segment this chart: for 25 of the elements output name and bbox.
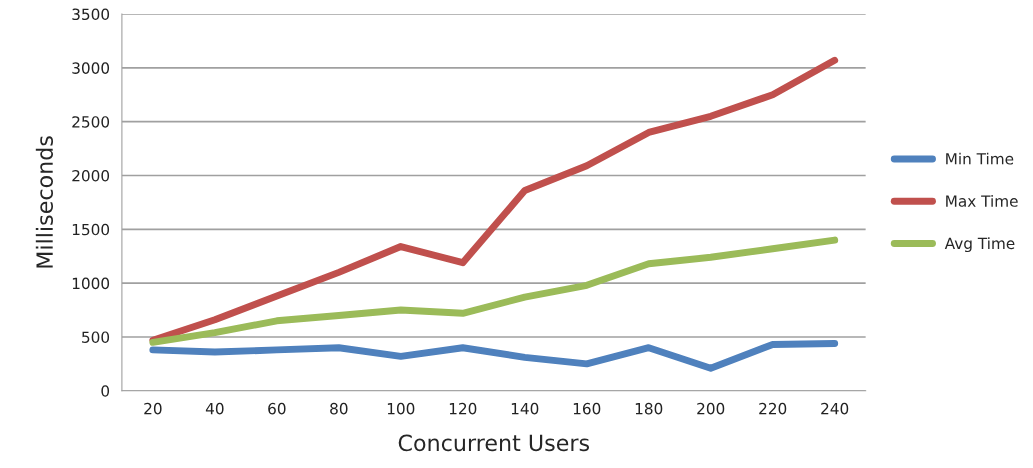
y-tick-label: 1000 (72, 277, 110, 290)
y-tick-label: 500 (82, 331, 110, 343)
x-tick-label: 80 (330, 402, 348, 415)
y-axis-title: Milliseconds (35, 136, 54, 268)
y-tick-label: 3000 (72, 62, 110, 74)
x-axis-title: Concurrent Users (398, 434, 590, 452)
x-tick-label: 40 (205, 402, 224, 415)
y-tick-label: 1500 (72, 223, 110, 236)
x-tick-label: 240 (821, 402, 849, 415)
x-tick-label: 180 (635, 402, 663, 415)
y-tick-label: 2500 (72, 116, 110, 128)
x-tick-label: 220 (759, 402, 787, 415)
x-tick-label: 100 (387, 402, 415, 415)
legend-label: Max Time (946, 195, 1018, 207)
y-tick-label: 3500 (72, 8, 110, 21)
x-tick-label: 140 (511, 402, 539, 415)
x-tick-label: 20 (144, 402, 162, 415)
x-tick-label: 200 (697, 402, 725, 415)
x-tick-label: 60 (268, 402, 286, 415)
y-tick-label: 0 (101, 385, 110, 397)
legend-label: Min Time (946, 152, 1014, 165)
legend-label: Avg Time (944, 237, 1015, 253)
x-tick-label: 120 (449, 402, 477, 415)
x-tick-label: 160 (573, 402, 601, 415)
y-tick-label: 2000 (72, 169, 110, 182)
